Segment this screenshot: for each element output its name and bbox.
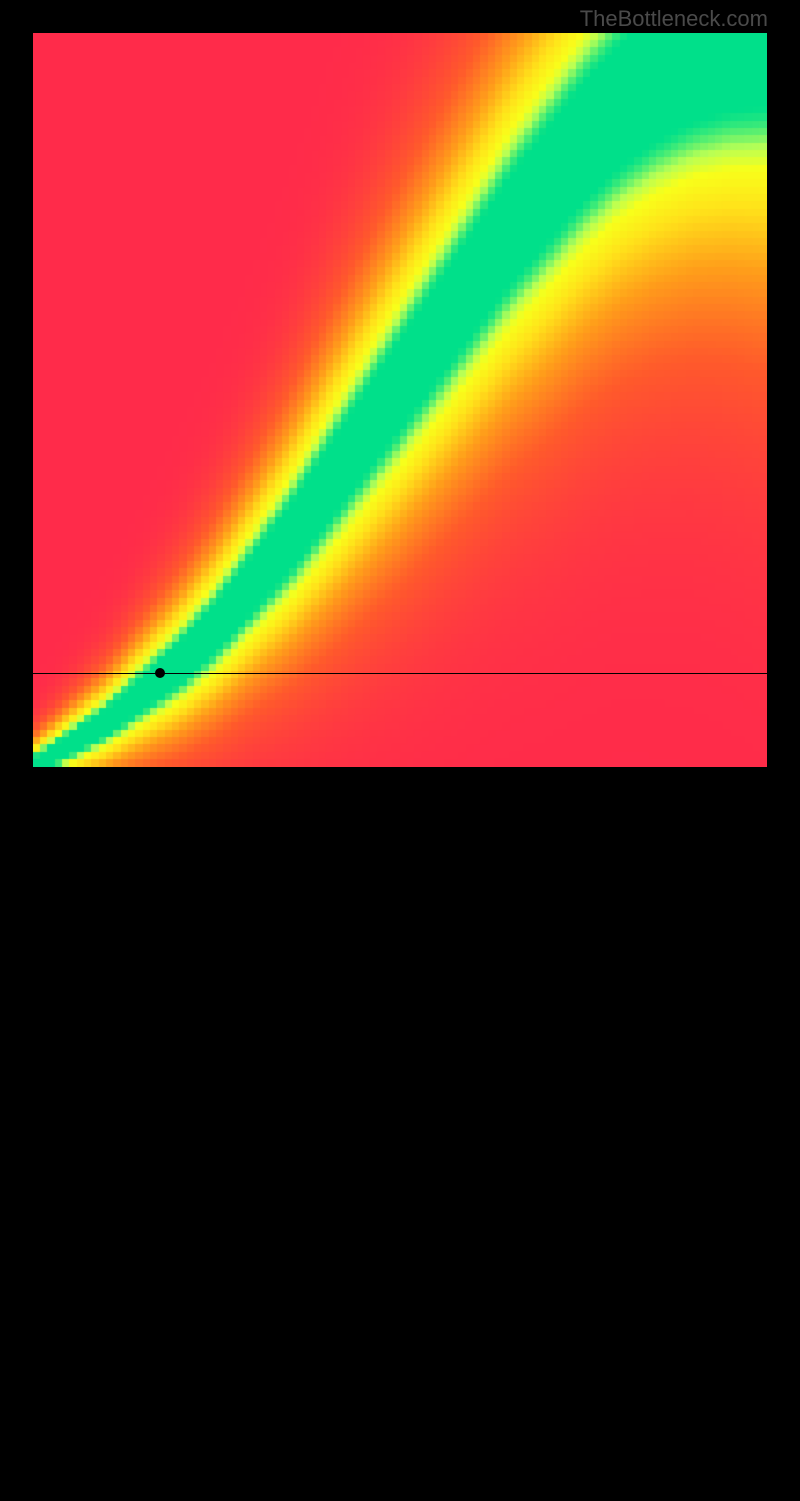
crosshair-marker-dot [155,668,165,678]
chart-root: TheBottleneck.com [0,0,800,800]
heatmap-canvas [33,33,767,767]
watermark-text: TheBottleneck.com [580,6,768,32]
crosshair-vertical [160,767,161,1501]
crosshair-horizontal [33,673,767,674]
heatmap-plot-area [33,33,767,767]
